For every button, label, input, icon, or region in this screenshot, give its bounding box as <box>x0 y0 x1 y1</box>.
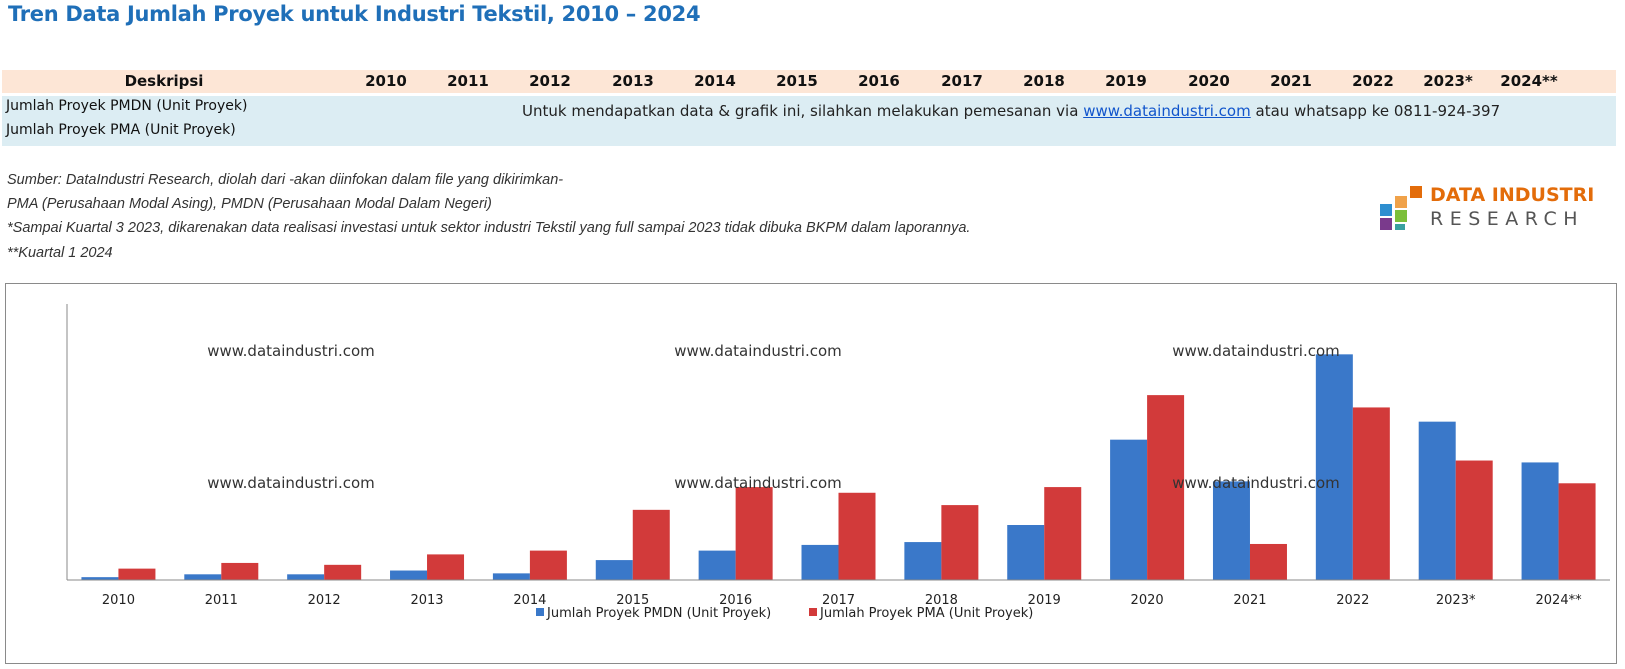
bar-pmdn-2011 <box>184 574 222 580</box>
x-tick-label: 2023* <box>1436 593 1476 608</box>
dataindustri-logo: DATA INDUSTRI RESEARCH <box>1378 184 1608 234</box>
bar-pma-2022 <box>1352 407 1390 580</box>
bar-pma-2014 <box>529 550 567 580</box>
bar-pmdn-2022 <box>1315 354 1353 580</box>
bar-pma-2012 <box>324 564 362 580</box>
legend-swatch-pma <box>809 608 817 616</box>
bar-pma-2019 <box>1044 487 1082 580</box>
x-tick-label: 2017 <box>822 593 855 608</box>
bar-pmdn-2024** <box>1521 462 1559 580</box>
x-tick-label: 2015 <box>616 593 649 608</box>
header-year: 2010 <box>365 72 407 90</box>
header-year: 2022 <box>1352 72 1394 90</box>
bar-pmdn-2018 <box>904 542 942 580</box>
logo-text-line1: DATA INDUSTRI <box>1430 184 1595 206</box>
logo-mark-icon <box>1380 186 1422 230</box>
watermark-text: www.dataindustri.com <box>207 342 375 360</box>
header-year: 2013 <box>612 72 654 90</box>
bar-pmdn-2017 <box>801 544 839 580</box>
header-year: 2018 <box>1023 72 1065 90</box>
x-tick-label: 2011 <box>205 593 238 608</box>
bar-pmdn-2010 <box>81 577 119 580</box>
abbreviation-note: PMA (Perusahaan Modal Asing), PMDN (Peru… <box>7 196 492 212</box>
bar-pma-2015 <box>632 509 670 580</box>
bar-pmdn-2013 <box>390 570 428 580</box>
page-title: Tren Data Jumlah Proyek untuk Industri T… <box>8 2 701 26</box>
bar-pma-2020 <box>1147 395 1185 580</box>
bar-pmdn-2014 <box>492 573 530 580</box>
x-tick-label: 2019 <box>1028 593 1061 608</box>
x-tick-label: 2016 <box>719 593 752 608</box>
x-tick-label: 2024** <box>1536 593 1583 608</box>
table-body <box>2 96 1616 146</box>
header-year: 2020 <box>1188 72 1230 90</box>
header-year: 2012 <box>529 72 571 90</box>
bar-pmdn-2012 <box>287 574 325 580</box>
bar-pma-2018 <box>941 505 979 580</box>
x-tick-label: 2018 <box>925 593 958 608</box>
header-year: 2019 <box>1105 72 1147 90</box>
bar-pma-2023* <box>1455 460 1493 580</box>
bar-chart: 2010 2011 2012 2013 2014 2015 2016 2017 2018 2019… <box>66 304 1610 621</box>
header-year: 2021 <box>1270 72 1312 90</box>
row-label-pma: Jumlah Proyek PMA (Unit Proyek) <box>6 122 236 138</box>
x-tick-label: 2022 <box>1336 593 1369 608</box>
logo-text-line2: RESEARCH <box>1430 208 1585 230</box>
x-tick-label: 2013 <box>410 593 443 608</box>
notice-prefix: Untuk mendapatkan data & grafik ini, sil… <box>522 102 1084 120</box>
legend-label-pmdn: Jumlah Proyek PMDN (Unit Proyek) <box>546 606 771 621</box>
bar-pmdn-2021 <box>1212 481 1250 580</box>
header-year: 2011 <box>447 72 489 90</box>
notice-suffix: atau whatsapp ke 0811-924-397 <box>1250 102 1501 120</box>
bar-pma-2024** <box>1558 483 1596 580</box>
legend-swatch-pmdn <box>536 608 544 616</box>
header-year: 2017 <box>941 72 983 90</box>
bar-pma-2013 <box>427 554 465 580</box>
bar-pmdn-2015 <box>595 560 633 580</box>
x-tick-label: 2012 <box>308 593 341 608</box>
source-note: Sumber: DataIndustri Research, diolah da… <box>7 172 564 188</box>
header-year: 2024** <box>1500 72 1558 90</box>
bar-pma-2010 <box>118 568 156 580</box>
footnote-2023: *Sampai Kuartal 3 2023, dikarenakan data… <box>7 220 971 236</box>
x-tick-label: 2021 <box>1233 593 1266 608</box>
dataindustri-link[interactable]: www.dataindustri.com <box>1083 102 1251 120</box>
bar-pmdn-2020 <box>1110 439 1148 580</box>
row-label-pmdn: Jumlah Proyek PMDN (Unit Proyek) <box>6 98 248 114</box>
watermark-text: www.dataindustri.com <box>674 474 842 492</box>
watermark-text: www.dataindustri.com <box>1172 342 1340 360</box>
watermark-text: www.dataindustri.com <box>674 342 842 360</box>
header-year: 2015 <box>776 72 818 90</box>
header-deskripsi: Deskripsi <box>124 72 204 90</box>
header-year: 2023* <box>1423 72 1473 90</box>
x-tick-label: 2014 <box>513 593 546 608</box>
watermark-text: www.dataindustri.com <box>1172 474 1340 492</box>
x-tick-label: 2020 <box>1131 593 1164 608</box>
watermark-text: www.dataindustri.com <box>207 474 375 492</box>
footnote-2024: **Kuartal 1 2024 <box>7 245 113 261</box>
x-tick-label: 2010 <box>102 593 135 608</box>
header-year: 2014 <box>694 72 736 90</box>
chart-container: 2010 2011 2012 2013 2014 2015 2016 2017 2018 2019… <box>5 283 1617 664</box>
bar-pmdn-2019 <box>1007 525 1045 580</box>
bar-pma-2016 <box>735 487 773 580</box>
table-header: Deskripsi 2010 2011 2012 2013 2014 2015 … <box>2 70 1616 93</box>
bar-pma-2021 <box>1249 543 1287 580</box>
bar-pmdn-2016 <box>698 550 736 580</box>
bar-pmdn-2023* <box>1418 421 1456 580</box>
legend-label-pma: Jumlah Proyek PMA (Unit Proyek) <box>819 606 1033 621</box>
bar-pma-2011 <box>221 562 259 580</box>
header-year: 2016 <box>858 72 900 90</box>
bar-pma-2017 <box>838 492 876 580</box>
order-notice: Untuk mendapatkan data & grafik ini, sil… <box>522 102 1500 120</box>
